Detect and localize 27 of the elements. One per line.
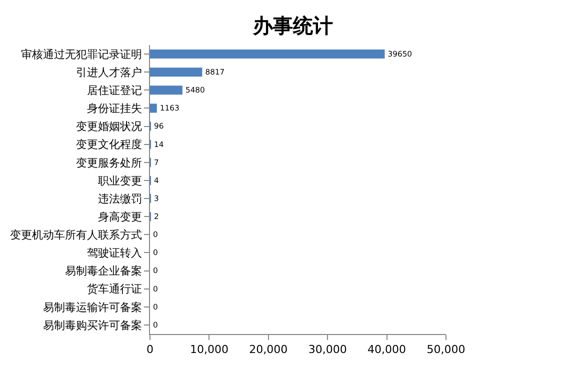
chart-title: 办事统计	[252, 13, 333, 38]
y-tick-label: 变更服务处所	[76, 156, 142, 170]
x-tick-label: 10,000	[190, 343, 228, 356]
y-tick-label: 违法缴罚	[98, 192, 142, 206]
y-tick-label: 职业变更	[98, 174, 142, 188]
y-tick-label: 变更婚姻状况	[76, 120, 142, 134]
y-tick-label: 审核通过无犯罪记录证明	[20, 48, 142, 61]
x-tick-label: 40,000	[368, 343, 406, 356]
y-tick-label: 变更机动车所有人联系方式	[10, 228, 142, 242]
x-tick-label: 50,000	[426, 343, 466, 356]
bar	[150, 68, 202, 77]
y-tick-label: 易制毒企业备案	[64, 264, 142, 278]
y-tick-label: 居住证登记	[86, 84, 142, 98]
x-tick-label: 20,000	[249, 343, 288, 356]
bar	[150, 50, 385, 59]
x-tick-label: 0	[146, 343, 154, 356]
y-tick-label: 易制毒运输许可备案	[42, 300, 142, 314]
y-tick-label: 身份证挂失	[86, 102, 142, 116]
y-tick-label: 货车通行证	[86, 282, 142, 296]
bar	[150, 104, 157, 113]
x-tick-label: 30,000	[308, 343, 347, 356]
y-tick-label: 变更文化程度	[76, 138, 142, 152]
y-tick-label: 易制毒购买许可备案	[42, 318, 142, 332]
y-tick-label: 身高变更	[98, 210, 142, 224]
y-tick-label: 引进人才落户	[76, 66, 142, 79]
bar	[150, 86, 182, 95]
y-tick-label: 驾驶证转入	[86, 246, 142, 260]
